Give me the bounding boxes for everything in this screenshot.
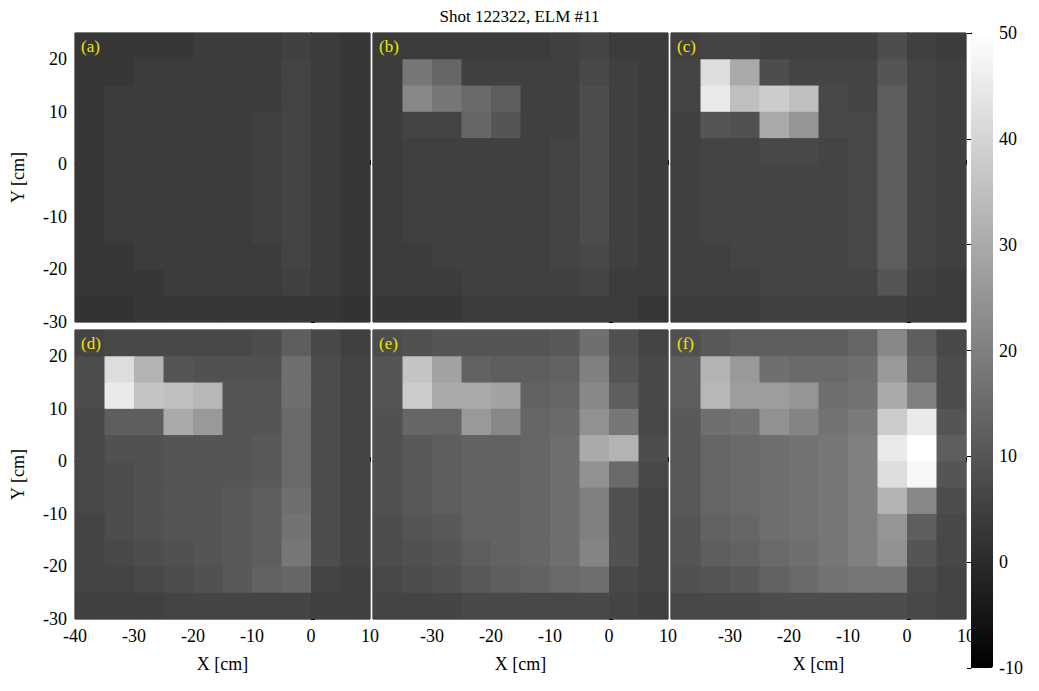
svg-text:(e): (e) [379, 334, 398, 353]
svg-text:Y [cm]: Y [cm] [8, 449, 28, 500]
svg-text:-10: -10 [999, 658, 1023, 678]
svg-text:-20: -20 [479, 626, 503, 646]
svg-text:-30: -30 [122, 626, 146, 646]
svg-text:-20: -20 [43, 556, 67, 576]
svg-text:10: 10 [49, 102, 67, 122]
svg-text:-20: -20 [777, 626, 801, 646]
svg-text:-30: -30 [43, 609, 67, 629]
svg-text:10: 10 [361, 626, 379, 646]
svg-text:-30: -30 [43, 312, 67, 332]
svg-text:-40: -40 [63, 626, 87, 646]
svg-text:10: 10 [49, 399, 67, 419]
svg-text:0: 0 [903, 626, 912, 646]
svg-text:-30: -30 [420, 626, 444, 646]
svg-text:(c): (c) [677, 37, 696, 56]
svg-text:0: 0 [58, 154, 67, 174]
svg-text:X [cm]: X [cm] [793, 654, 844, 674]
svg-text:50: 50 [999, 23, 1017, 43]
svg-text:(d): (d) [81, 334, 101, 353]
svg-text:(f): (f) [677, 334, 694, 353]
svg-text:Y [cm]: Y [cm] [8, 152, 28, 203]
svg-text:40: 40 [999, 129, 1017, 149]
svg-text:-10: -10 [43, 504, 67, 524]
svg-text:20: 20 [49, 346, 67, 366]
svg-text:0: 0 [58, 451, 67, 471]
svg-text:0: 0 [605, 626, 614, 646]
svg-text:X [cm]: X [cm] [495, 654, 546, 674]
svg-text:20: 20 [999, 341, 1017, 361]
svg-text:(a): (a) [81, 37, 100, 56]
svg-text:-30: -30 [718, 626, 742, 646]
svg-text:20: 20 [49, 49, 67, 69]
svg-text:0: 0 [307, 626, 316, 646]
svg-text:30: 30 [999, 235, 1017, 255]
svg-text:Shot 122322, ELM #11: Shot 122322, ELM #11 [440, 7, 600, 26]
svg-text:-10: -10 [43, 207, 67, 227]
svg-text:(b): (b) [379, 37, 399, 56]
svg-text:-10: -10 [538, 626, 562, 646]
svg-text:-10: -10 [240, 626, 264, 646]
svg-text:10: 10 [659, 626, 677, 646]
svg-text:-20: -20 [43, 259, 67, 279]
svg-text:-10: -10 [836, 626, 860, 646]
svg-text:10: 10 [957, 626, 975, 646]
svg-text:-20: -20 [181, 626, 205, 646]
svg-text:0: 0 [999, 552, 1008, 572]
svg-text:X [cm]: X [cm] [197, 654, 248, 674]
svg-text:10: 10 [999, 446, 1017, 466]
